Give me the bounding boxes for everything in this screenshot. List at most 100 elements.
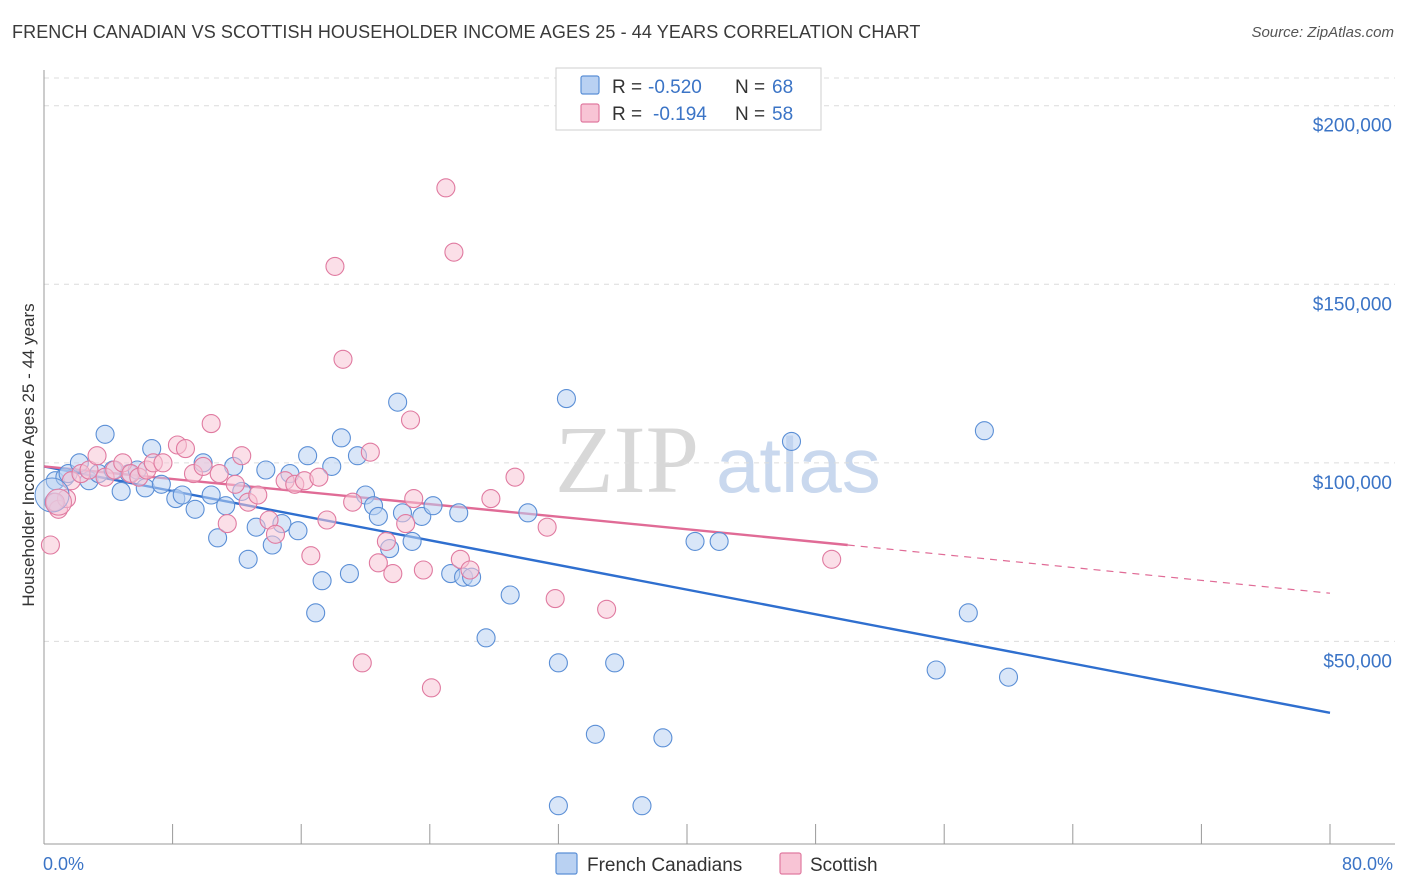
point-french-canadians [331,428,351,448]
point-scottish [225,474,245,494]
trendline-french-canadians [43,465,1331,715]
x-tick-label-min: 0.0% [43,854,84,874]
point-scottish [537,517,557,537]
point-scottish [396,514,416,534]
point-french-canadians [958,603,978,623]
y-tick-labels: $50,000 $100,000 $150,000 $200,000 [1313,116,1392,673]
point-french-canadians [402,531,422,551]
point-french-canadians [256,460,276,480]
trendline-scottish-projection [847,544,1331,594]
trendlines [43,465,1331,715]
watermark-zip: ZIP [555,406,699,513]
point-scottish [40,535,60,555]
point-french-canadians [312,571,332,591]
y-tick-label: $150,000 [1313,294,1392,315]
point-french-canadians [500,585,520,605]
point-scottish [248,485,268,505]
data-points [34,178,1019,816]
x-tick-label-max: 80.0% [1342,854,1393,874]
point-french-canadians [556,389,576,409]
legend-r-value-1: -0.520 [648,77,702,98]
legend-n-label-1: N = [735,77,765,98]
point-french-canadians [111,481,131,501]
point-scottish [444,242,464,262]
point-scottish [597,599,617,619]
legend-r-label-2: R = [612,104,642,125]
point-scottish [232,446,252,466]
point-scottish [265,524,286,544]
series-legend: French Canadians Scottish [555,852,878,876]
point-scottish [193,456,213,476]
point-french-canadians [95,424,115,444]
point-scottish [209,464,229,484]
axes [43,70,1395,845]
point-scottish [309,467,329,487]
correlation-legend: R = -0.520 N = 68 R = -0.194 N = 58 [555,67,822,131]
x-tick-labels: 0.0% 80.0% [43,854,1393,874]
watermark: ZIP atlas [555,406,881,513]
point-french-canadians [238,549,258,569]
legend-label-french-canadians: French Canadians [587,855,742,876]
legend-n-label-2: N = [735,104,765,125]
legend-r-label-1: R = [612,77,642,98]
point-scottish [352,653,372,673]
point-french-canadians [172,485,192,505]
point-scottish [368,553,388,573]
point-scottish [217,514,237,534]
trendline-scottish [43,465,848,547]
legend-r-value-2: -0.194 [653,104,707,125]
y-tick-label: $50,000 [1323,651,1392,672]
chart-title: FRENCH CANADIAN VS SCOTTISH HOUSEHOLDER … [12,22,921,42]
legend-box [555,67,822,131]
y-tick-label: $200,000 [1313,116,1392,137]
legend-n-value-2: 58 [772,104,793,125]
point-french-canadians [605,653,625,673]
point-scottish [333,349,353,369]
point-scottish [201,414,221,434]
point-french-canadians [449,503,469,523]
point-scottish [505,467,525,487]
point-scottish [421,678,441,698]
point-french-canadians [208,528,228,548]
point-scottish [822,549,842,569]
point-scottish [175,439,196,459]
point-french-canadians [685,531,705,551]
legend-swatch-scottish [580,103,600,123]
point-scottish [460,560,480,580]
series-scottish [40,178,842,698]
source-credit: Source: ZipAtlas.com [1251,24,1394,41]
point-scottish [317,510,337,530]
point-scottish [343,492,363,512]
legend-label-scottish: Scottish [810,855,878,876]
y-axis-label: Householder Income Ages 25 - 44 years [19,303,38,606]
point-french-canadians [339,564,359,584]
point-french-canadians [423,496,443,516]
point-scottish [383,564,403,584]
y-tick-label: $100,000 [1313,473,1392,494]
point-french-canadians [998,667,1019,687]
point-french-canadians [368,506,388,526]
point-french-canadians [201,485,221,505]
point-french-canadians [476,628,496,648]
point-scottish [325,256,345,276]
point-french-canadians [653,728,673,748]
legend-swatch-bottom-french-canadians [555,852,578,875]
legend-n-value-1: 68 [772,77,793,98]
point-scottish [376,531,396,551]
point-french-canadians [151,474,171,494]
watermark-atlas: atlas [716,421,881,509]
point-french-canadians [585,724,605,744]
point-french-canadians [709,531,729,551]
point-scottish [301,546,321,566]
point-french-canadians [298,446,318,466]
point-french-canadians [548,653,568,673]
point-scottish-cluster [44,488,72,516]
point-french-canadians [388,392,408,412]
point-scottish [79,460,99,480]
point-french-canadians [548,796,568,816]
point-scottish [400,410,421,430]
point-french-canadians [632,796,652,816]
point-scottish [87,446,107,466]
point-french-canadians [518,503,538,523]
point-french-canadians [322,456,342,476]
